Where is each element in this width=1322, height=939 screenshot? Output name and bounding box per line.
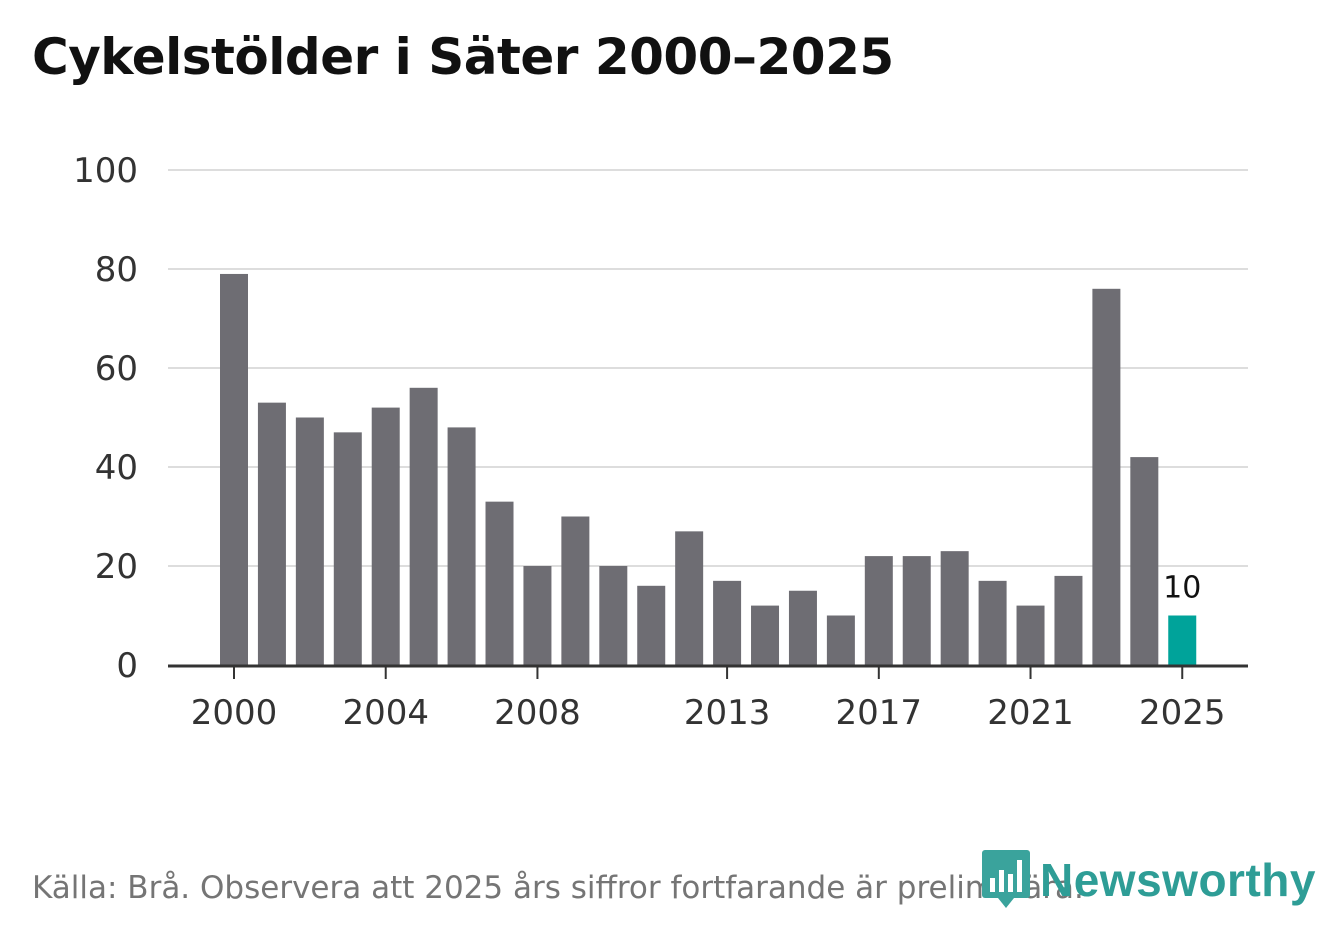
x-tick-label: 2004 bbox=[342, 693, 429, 733]
bar-2011[interactable] bbox=[637, 585, 666, 665]
bar-chart: 0 20 40 60 80 100 2000 2004 2008 2013 2017 2021 202… bbox=[73, 151, 1248, 733]
bar-2016[interactable] bbox=[826, 615, 855, 666]
bar-2013[interactable] bbox=[713, 580, 742, 665]
chart-title: Cykelstölder i Säter 2000–2025 bbox=[32, 28, 894, 86]
x-tick-label: 2025 bbox=[1139, 693, 1226, 733]
x-tick-label: 2017 bbox=[836, 693, 923, 733]
bar-2024[interactable] bbox=[1130, 457, 1159, 665]
x-tick-label: 2021 bbox=[987, 693, 1074, 733]
bar-2004[interactable] bbox=[371, 407, 400, 665]
gridlines bbox=[168, 169, 1248, 567]
y-axis-ticks: 0 20 40 60 80 100 bbox=[73, 151, 138, 686]
newsworthy-logo-icon bbox=[982, 850, 1030, 908]
newsworthy-logo-text: Newsworthy bbox=[1040, 854, 1316, 906]
bar-2007[interactable] bbox=[485, 501, 514, 665]
y-tick-label: 0 bbox=[116, 646, 138, 686]
x-tick-label: 2000 bbox=[191, 693, 278, 733]
y-tick-label: 80 bbox=[95, 250, 138, 290]
data-label-2025: 10 bbox=[1163, 571, 1201, 606]
newsworthy-logo[interactable]: Newsworthy bbox=[982, 850, 1316, 910]
bar-2001[interactable] bbox=[257, 402, 286, 665]
x-tick-label: 2013 bbox=[684, 693, 771, 733]
x-axis: 2000 2004 2008 2013 2017 2021 2025 bbox=[168, 664, 1248, 733]
bar-2003[interactable] bbox=[333, 432, 362, 665]
bar-2010[interactable] bbox=[599, 566, 628, 665]
bar-2008[interactable] bbox=[523, 566, 552, 665]
bar-2015[interactable] bbox=[788, 590, 817, 665]
y-tick-label: 60 bbox=[95, 349, 138, 389]
bar-2023[interactable] bbox=[1092, 288, 1121, 665]
bar-2019[interactable] bbox=[940, 551, 969, 665]
data-labels: 10 bbox=[1160, 568, 1204, 609]
source-note: Källa: Brå. Observera att 2025 års siffr… bbox=[32, 870, 1084, 906]
bar-2009[interactable] bbox=[561, 516, 590, 666]
bar-2025[interactable] bbox=[1168, 615, 1197, 666]
bar-2022[interactable] bbox=[1054, 575, 1083, 665]
y-tick-label: 100 bbox=[73, 151, 138, 191]
bar-2017[interactable] bbox=[864, 556, 893, 665]
bars bbox=[220, 273, 1197, 666]
bar-2020[interactable] bbox=[978, 580, 1007, 665]
bar-2006[interactable] bbox=[447, 427, 476, 665]
y-tick-label: 40 bbox=[95, 448, 138, 488]
bar-2002[interactable] bbox=[295, 417, 324, 666]
y-tick-label: 20 bbox=[95, 547, 138, 587]
bar-2021[interactable] bbox=[1016, 605, 1045, 665]
bar-2012[interactable] bbox=[675, 531, 704, 665]
bar-2000[interactable] bbox=[220, 273, 248, 665]
bar-2014[interactable] bbox=[751, 605, 780, 665]
bar-2005[interactable] bbox=[409, 387, 438, 665]
bar-2018[interactable] bbox=[902, 556, 931, 665]
x-tick-label: 2008 bbox=[494, 693, 581, 733]
